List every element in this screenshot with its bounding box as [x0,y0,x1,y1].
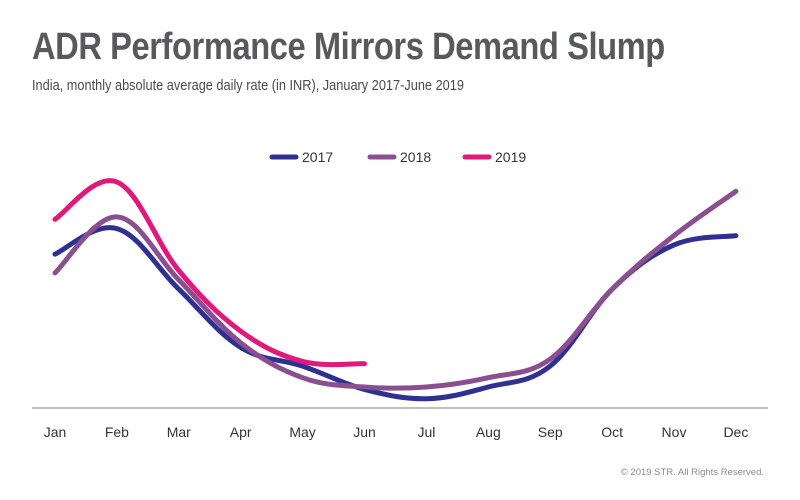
data-point-2018-aug [486,376,490,380]
data-point-2017-jul [424,397,428,401]
x-tick-label-mar: Mar [167,424,191,440]
legend: 2017 2018 2019 [269,149,526,165]
data-point-2017-nov [672,243,676,247]
x-tick-label-jun: Jun [353,424,376,440]
data-point-2018-jun [363,385,367,389]
x-tick-label-oct: Oct [601,424,623,440]
data-point-2018-oct [610,287,614,291]
series-line-2019 [52,178,367,368]
data-point-2018-dec [734,189,738,193]
legend-label-2018: 2018 [400,149,431,165]
data-point-2018-may [301,376,305,380]
legend-label-2017: 2017 [302,149,333,165]
legend-label-2019: 2019 [495,149,526,165]
data-point-2018-feb [115,215,119,219]
data-point-2018-jul [424,385,428,389]
series-line-2018 [52,188,739,391]
x-tick-label-feb: Feb [105,424,129,440]
data-point-2019-apr [239,329,243,333]
data-point-2018-apr [239,341,243,345]
data-point-2018-mar [177,278,181,282]
x-tick-label-dec: Dec [723,424,748,440]
x-tick-label-jan: Jan [44,424,67,440]
data-point-2019-feb [115,180,119,184]
data-point-2017-mar [177,287,181,291]
x-tick-label-apr: Apr [230,424,252,440]
data-point-2018-jan [53,271,57,275]
data-point-2019-mar [177,269,181,273]
data-point-2019-may [301,359,305,363]
chart-title: ADR Performance Mirrors Demand Slump [32,26,665,68]
data-point-2019-jun [363,362,367,366]
x-axis-tick-labels: Jan Feb Mar Apr May Jun Jul Aug Sep Oct Nov Dec [44,424,749,440]
x-tick-label-may: May [289,424,315,440]
x-tick-label-aug: Aug [476,424,501,440]
chart-subtitle: India, monthly absolute average daily ra… [32,78,464,94]
data-point-2017-jan [53,252,57,256]
data-point-2017-dec [734,234,738,238]
data-point-2017-sep [548,364,552,368]
data-point-2018-sep [548,357,552,361]
data-point-2017-feb [115,227,119,231]
data-point-2017-may [301,364,305,368]
data-point-2018-nov [672,234,676,238]
series-lines [52,178,739,402]
x-tick-label-jul: Jul [417,424,435,440]
copyright-footer: © 2019 STR. All Rights Reserved. [620,467,764,478]
data-point-2019-jan [53,217,57,221]
x-tick-label-nov: Nov [662,424,687,440]
data-point-2017-aug [486,385,490,389]
x-tick-label-sep: Sep [538,424,563,440]
